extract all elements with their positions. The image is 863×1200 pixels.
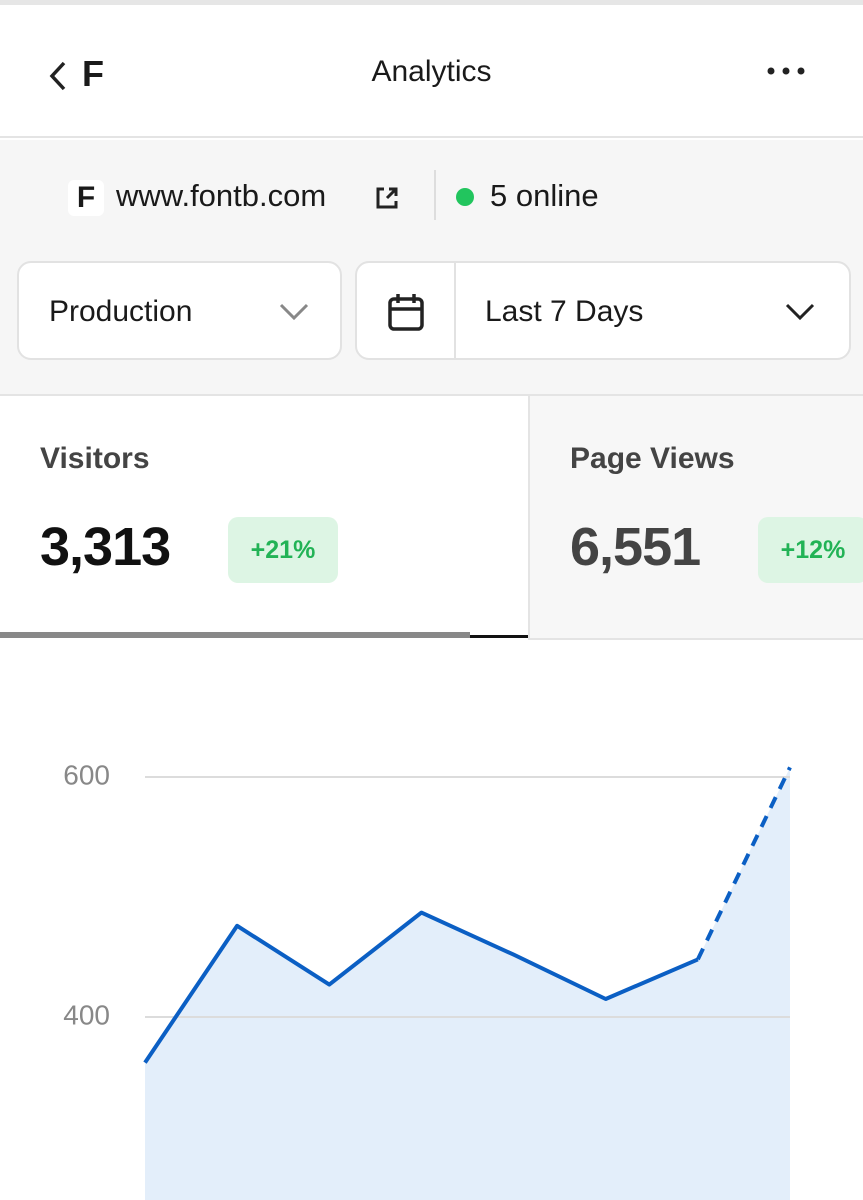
stat-change: +12%	[758, 517, 863, 583]
app-header: F Analytics	[0, 0, 863, 138]
divider	[434, 170, 436, 220]
tab-indicator	[470, 635, 528, 638]
stat-value: 3,313	[40, 517, 171, 577]
stat-tab-page-views[interactable]: Page Views 6,551 +12%	[528, 396, 863, 640]
logo: F	[82, 53, 104, 94]
stat-label: Page Views	[570, 442, 735, 475]
y-tick-label: 600	[63, 759, 110, 790]
stat-value: 6,551	[570, 517, 701, 577]
external-link-icon[interactable]	[373, 184, 401, 212]
area	[145, 767, 790, 1200]
chart: 400 600	[63, 759, 792, 1200]
site-logo: F	[68, 180, 104, 216]
more-menu[interactable]	[764, 61, 808, 81]
range-value: Last 7 Days	[485, 295, 644, 328]
online-count: 5 online	[490, 178, 599, 213]
line-projection	[696, 766, 792, 961]
chevron	[785, 303, 815, 321]
site-domain[interactable]: www.fontb.com	[116, 178, 327, 213]
y-tick-label: 400	[63, 999, 110, 1030]
filter-panel: F www.fontb.com 5 online Production Last…	[0, 140, 863, 396]
calendar-icon	[388, 294, 424, 331]
line	[143, 910, 699, 1064]
online-dot	[456, 188, 474, 206]
environment-select[interactable]: Production	[17, 261, 342, 360]
chevron	[279, 303, 309, 321]
stat-tab-visitors[interactable]: Visitors 3,313 +21%	[0, 396, 528, 640]
page-title: Analytics	[371, 55, 492, 88]
environment-value: Production	[49, 295, 193, 328]
stat-label: Visitors	[40, 442, 150, 475]
back-button[interactable]	[44, 57, 114, 97]
date-range-select[interactable]: Last 7 Days	[355, 261, 851, 360]
progress-track	[0, 632, 470, 638]
stat-change: +21%	[228, 517, 338, 583]
divider	[454, 263, 456, 358]
